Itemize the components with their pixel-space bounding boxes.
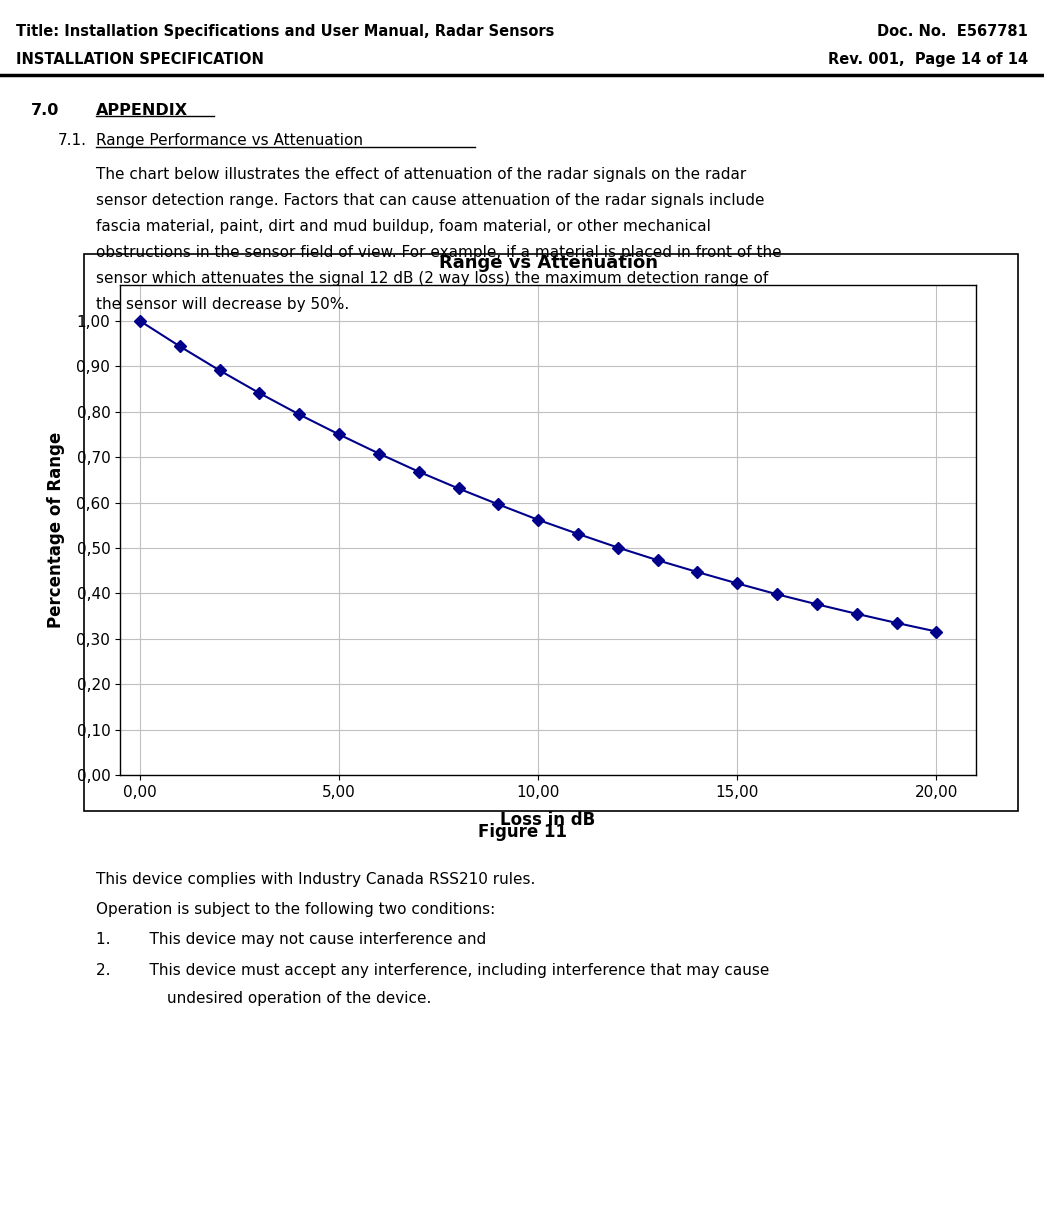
Text: Rev. 001,  Page 14 of 14: Rev. 001, Page 14 of 14 [828,52,1028,67]
Title: Range vs Attenuation: Range vs Attenuation [438,254,658,272]
Text: APPENDIX: APPENDIX [96,103,188,117]
Text: 1.        This device may not cause interference and: 1. This device may not cause interferenc… [96,932,487,947]
Text: 2.        This device must accept any interference, including interference that : 2. This device must accept any interfere… [96,963,769,977]
Text: This device complies with Industry Canada RSS210 rules.: This device complies with Industry Canad… [96,872,536,886]
Text: Operation is subject to the following two conditions:: Operation is subject to the following tw… [96,902,495,917]
Text: INSTALLATION SPECIFICATION: INSTALLATION SPECIFICATION [16,52,263,67]
Text: Range Performance vs Attenuation: Range Performance vs Attenuation [96,133,363,148]
Text: obstructions in the sensor field of view. For example, if a material is placed i: obstructions in the sensor field of view… [96,245,782,260]
Text: The chart below illustrates the effect of attenuation of the radar signals on th: The chart below illustrates the effect o… [96,167,746,182]
Text: Doc. No.  E567781: Doc. No. E567781 [877,24,1028,39]
Y-axis label: Percentage of Range: Percentage of Range [47,431,66,629]
Text: sensor which attenuates the signal 12 dB (2 way loss) the maximum detection rang: sensor which attenuates the signal 12 dB… [96,271,768,286]
Text: Title: Installation Specifications and User Manual, Radar Sensors: Title: Installation Specifications and U… [16,24,554,39]
Text: sensor detection range. Factors that can cause attenuation of the radar signals : sensor detection range. Factors that can… [96,193,764,208]
X-axis label: Loss in dB: Loss in dB [500,811,596,828]
Text: 7.1.: 7.1. [57,133,87,148]
Text: fascia material, paint, dirt and mud buildup, foam material, or other mechanical: fascia material, paint, dirt and mud bui… [96,219,711,234]
Text: undesired operation of the device.: undesired operation of the device. [167,991,431,1005]
Text: the sensor will decrease by 50%.: the sensor will decrease by 50%. [96,298,350,312]
Text: Figure 11: Figure 11 [477,823,567,842]
Text: 7.0: 7.0 [31,103,60,117]
